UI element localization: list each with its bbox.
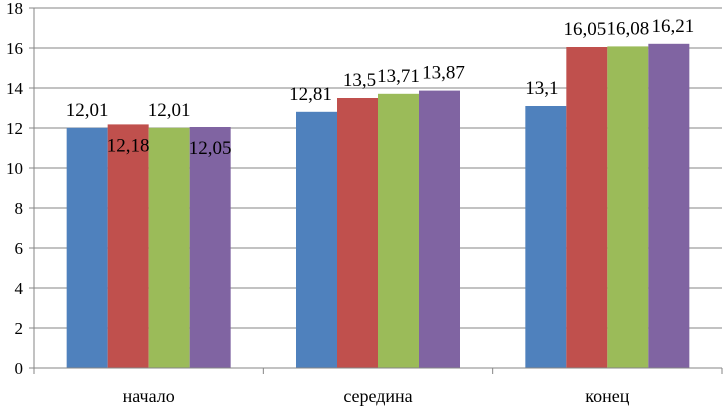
data-label: 13,71	[377, 66, 420, 87]
bar	[648, 43, 690, 369]
bar	[189, 127, 231, 368]
data-labels: 12,01 12,18 12,01 12,05 12,81 13,5 13,71 13,87 1…	[66, 16, 694, 159]
bar	[66, 127, 108, 368]
data-label: 12,81	[289, 84, 332, 105]
data-label: 13,87	[422, 63, 465, 84]
bar	[337, 98, 378, 368]
data-label: 16,05	[563, 19, 606, 40]
bar	[607, 46, 649, 369]
data-label: 12,05	[189, 138, 232, 159]
y-axis-tick-labels: 0 2 4 6 8 10 12 14 16 18	[6, 0, 24, 378]
data-label: 12,01	[66, 100, 109, 121]
data-label: 12,18	[107, 135, 150, 156]
bar	[378, 93, 419, 369]
x-category-label: начало	[123, 386, 175, 406]
y-tick-label: 12	[6, 119, 23, 138]
y-tick-label: 16	[6, 39, 23, 58]
y-tick-label: 14	[6, 79, 24, 98]
y-tick-label: 2	[15, 319, 24, 338]
bar	[148, 127, 190, 368]
data-label: 13,5	[343, 70, 376, 91]
bar	[525, 106, 567, 368]
y-tick-label: 8	[15, 199, 24, 218]
x-axis-category-labels: начало середина конец	[123, 386, 630, 406]
x-category-label: конец	[585, 386, 629, 406]
y-tick-label: 6	[15, 239, 24, 258]
y-tick-label: 10	[6, 159, 23, 178]
y-tick-label: 18	[6, 0, 23, 18]
bar	[419, 90, 460, 368]
bar	[566, 47, 608, 368]
bar	[296, 111, 337, 369]
data-label: 16,08	[606, 18, 649, 39]
x-category-label: середина	[343, 386, 412, 406]
bars	[66, 43, 690, 369]
bar	[107, 124, 149, 369]
y-tick-label: 0	[15, 359, 24, 378]
data-label: 13,1	[525, 78, 558, 99]
data-label: 12,01	[148, 100, 191, 121]
data-label: 16,21	[651, 16, 694, 37]
axes	[29, 7, 723, 374]
y-tick-label: 4	[15, 279, 24, 298]
